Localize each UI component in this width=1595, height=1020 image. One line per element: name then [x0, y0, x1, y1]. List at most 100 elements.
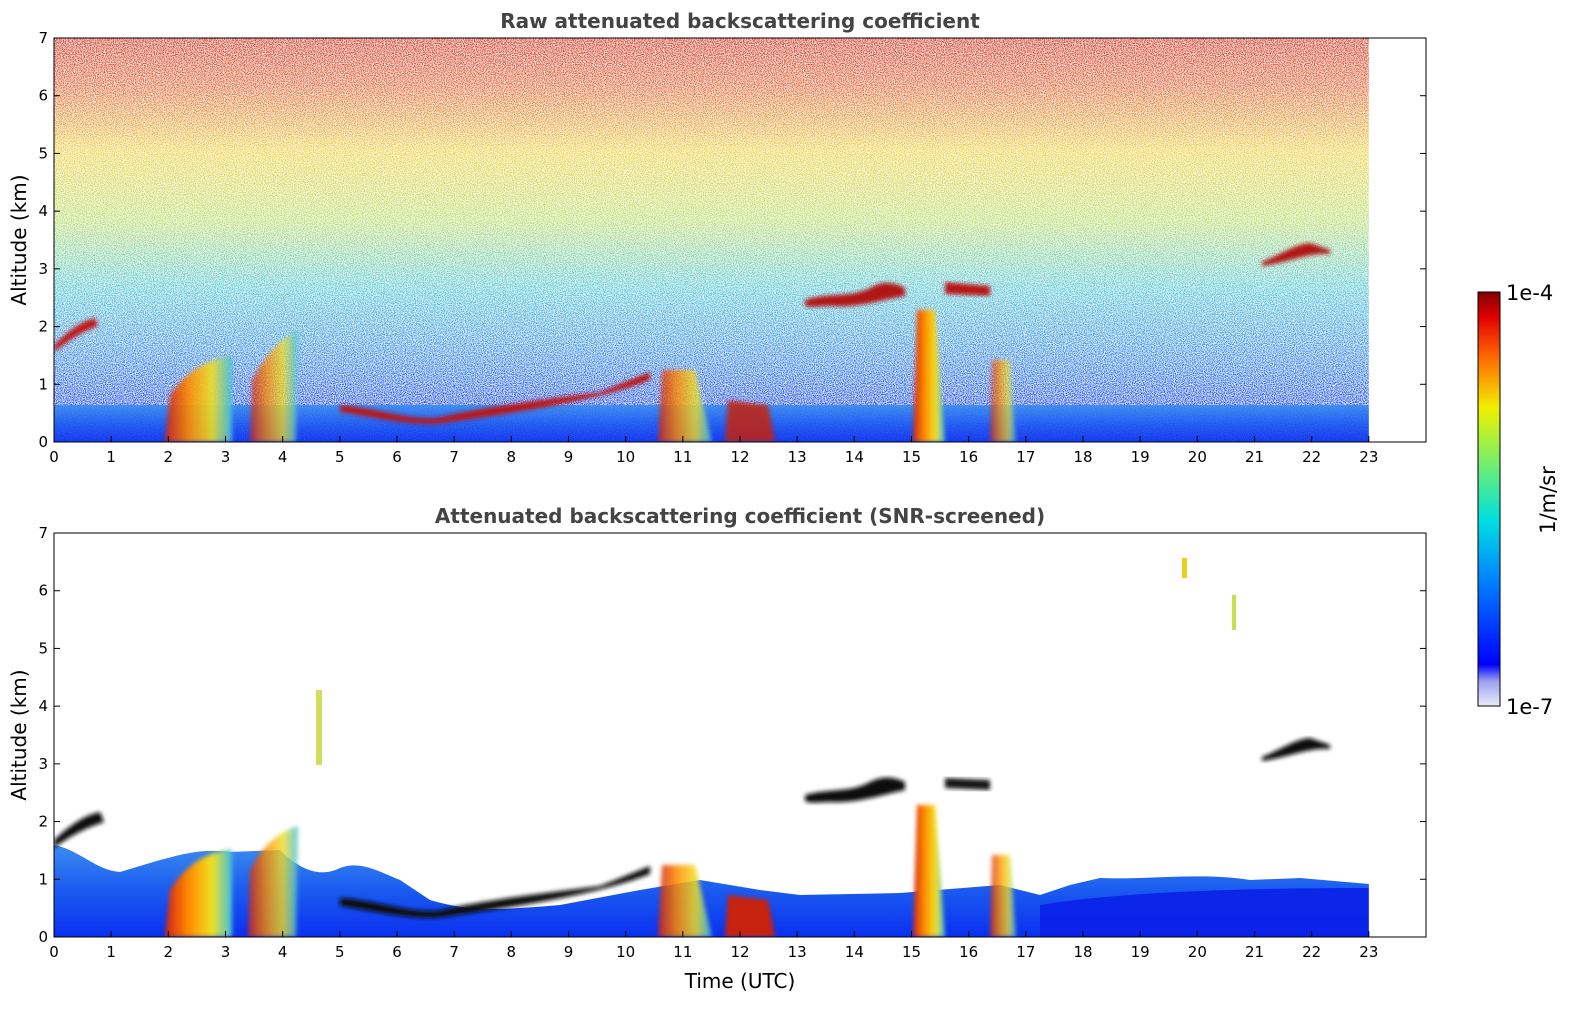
raw-precip-15utc: [913, 310, 945, 442]
panel2-x-tick-label: 8: [507, 943, 517, 961]
panel1-title: Raw attenuated backscattering coefficien…: [500, 9, 980, 33]
panel2-x-tick-label: 3: [221, 943, 231, 961]
panel1-x-tick-label: 0: [49, 448, 59, 466]
panel1-y-tick-label: 3: [38, 260, 48, 278]
panel2-y-axis: 0 1 2 3 4 5 6 7: [38, 524, 1426, 946]
panel2-x-tick-label: 13: [788, 943, 807, 961]
screened-backscatter-panel: Attenuated backscattering coefficient (S…: [7, 504, 1427, 993]
panel1-y-tick-label: 5: [38, 144, 48, 162]
panel1-x-tick-label: 4: [278, 448, 288, 466]
panel1-x-tick-label: 2: [164, 448, 174, 466]
panel2-x-label: Time (UTC): [684, 969, 796, 993]
raw-cloud-evening: [1262, 243, 1330, 266]
panel1-x-tick-label: 8: [507, 448, 517, 466]
panel2-x-tick-label: 1: [106, 943, 116, 961]
panel2-x-tick-label: 0: [49, 943, 59, 961]
panel2-y-tick-label: 4: [38, 697, 48, 715]
panel2-x-tick-label: 7: [449, 943, 459, 961]
panel2-x-tick-label: 9: [564, 943, 574, 961]
screened-streak-20-7utc: [1232, 595, 1236, 630]
panel1-no-data-region: [1368, 39, 1425, 441]
panel2-x-tick-label: 19: [1131, 943, 1150, 961]
screened-cloud-evening: [1262, 738, 1330, 761]
panel1-x-tick-label: 11: [673, 448, 692, 466]
screened-surface-fade: [1040, 888, 1369, 937]
panel2-x-tick-label: 23: [1359, 943, 1378, 961]
raw-boundary-layer-top: [340, 372, 650, 424]
colorbar-max-label: 1e-4: [1506, 281, 1553, 305]
panel2-x-tick-label: 17: [1016, 943, 1035, 961]
panel2-x-tick-label: 12: [730, 943, 749, 961]
panel1-x-tick-label: 20: [1188, 448, 1207, 466]
panel2-x-tick-label: 14: [845, 943, 864, 961]
screened-precip-15utc: [913, 805, 945, 937]
colorbar-gradient: [1477, 291, 1501, 707]
panel1-x-tick-label: 3: [221, 448, 231, 466]
panel2-x-axis: 0 1 2 3 4 5 6 7 8 9 10 11 12 13 14 15 16 17 18 19 20 21 22 23: [49, 931, 1378, 961]
panel1-y-tick-label: 6: [38, 87, 48, 105]
screened-plume-2utc: [165, 850, 232, 937]
panel2-y-tick-label: 5: [38, 639, 48, 657]
panel2-x-tick-label: 20: [1188, 943, 1207, 961]
panel2-x-tick-label: 16: [959, 943, 978, 961]
panel1-x-tick-label: 9: [564, 448, 574, 466]
panel2-no-data-region: [1368, 534, 1425, 936]
panel1-x-tick-label: 7: [449, 448, 459, 466]
raw-backscatter-panel: Raw attenuated backscattering coefficien…: [7, 9, 1427, 466]
panel1-x-tick-label: 13: [788, 448, 807, 466]
panel1-x-tick-label: 6: [392, 448, 402, 466]
panel2-x-tick-label: 22: [1302, 943, 1321, 961]
panel2-title: Attenuated backscattering coefficient (S…: [435, 504, 1045, 528]
panel1-y-axis: 0 1 2 3 4 5 6 7: [38, 29, 1426, 451]
panel2-y-tick-label: 1: [38, 870, 48, 888]
screened-precip-17utc: [990, 855, 1016, 937]
panel1-x-tick-label: 22: [1302, 448, 1321, 466]
colorbar-unit-label: 1/m/sr: [1536, 466, 1560, 534]
colorbar-min-label: 1e-7: [1506, 695, 1553, 719]
raw-precip-11utc: [658, 370, 712, 442]
panel2-x-tick-label: 5: [335, 943, 345, 961]
screened-boundary-layer-top: [340, 866, 650, 918]
panel1-y-tick-label: 0: [38, 433, 48, 451]
panel1-y-tick-label: 2: [38, 318, 48, 336]
colorbar: 1e-4 1e-7 1/m/sr: [1477, 281, 1560, 719]
panel1-x-axis: 0 1 2 3 4 5 6 7 8 9 10 11 12 13 14 15 16 17 18 19 20 21 22 23: [49, 436, 1378, 466]
panel2-y-tick-label: 6: [38, 582, 48, 600]
panel2-y-label: Altitude (km): [7, 669, 31, 800]
panel2-y-tick-label: 7: [38, 524, 48, 542]
panel2-y-tick-label: 0: [38, 928, 48, 946]
panel1-y-tick-label: 4: [38, 202, 48, 220]
panel2-x-tick-label: 6: [392, 943, 402, 961]
raw-plume-2utc: [165, 356, 232, 442]
screened-plume-4utc: [248, 826, 298, 937]
panel2-x-tick-label: 21: [1245, 943, 1264, 961]
panel2-y-tick-label: 3: [38, 755, 48, 773]
panel2-x-tick-label: 15: [902, 943, 921, 961]
raw-cloud-early: [54, 318, 98, 352]
raw-heatmap: [54, 38, 1425, 442]
screened-streak-4-7utc: [316, 690, 322, 765]
raw-cloud-16utc: [945, 282, 990, 296]
panel2-x-tick-label: 4: [278, 943, 288, 961]
raw-precip-12utc: [725, 400, 775, 442]
screened-cloud-16utc: [945, 778, 990, 790]
panel1-x-tick-label: 12: [730, 448, 749, 466]
raw-cloud-midday: [805, 282, 905, 307]
panel1-y-tick-label: 1: [38, 375, 48, 393]
panel1-x-tick-label: 17: [1016, 448, 1035, 466]
raw-precip-17utc: [990, 360, 1016, 442]
panel1-x-tick-label: 5: [335, 448, 345, 466]
panel1-x-tick-label: 15: [902, 448, 921, 466]
panel2-x-tick-label: 18: [1073, 943, 1092, 961]
screened-streak-19-7utc: [1182, 558, 1187, 578]
screened-precip-12utc: [725, 895, 775, 937]
panel1-y-label: Altitude (km): [7, 174, 31, 305]
panel1-x-tick-label: 21: [1245, 448, 1264, 466]
panel2-x-tick-label: 2: [164, 943, 174, 961]
panel2-x-tick-label: 10: [616, 943, 635, 961]
raw-noise-speckle: [54, 38, 1369, 442]
panel1-x-tick-label: 18: [1073, 448, 1092, 466]
panel1-x-tick-label: 23: [1359, 448, 1378, 466]
screened-cloud-midday: [805, 777, 905, 803]
screened-precip-11utc: [658, 865, 712, 937]
